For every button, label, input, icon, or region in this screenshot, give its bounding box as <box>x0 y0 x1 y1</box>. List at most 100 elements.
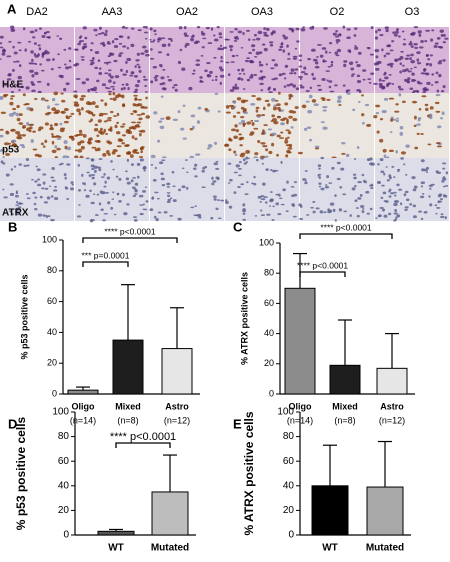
cell-nucleus <box>149 27 153 31</box>
cell-nucleus <box>154 191 159 194</box>
cell-nucleus <box>317 164 322 168</box>
cell-nucleus <box>445 171 449 175</box>
cell-nucleus <box>263 124 268 127</box>
cell-nucleus <box>404 190 409 194</box>
cell-nucleus <box>22 126 25 129</box>
cell-nucleus <box>11 143 17 147</box>
cell-nucleus <box>321 97 326 102</box>
y-tick-label: 20 <box>283 505 295 516</box>
cell-nucleus <box>60 92 64 95</box>
cell-nucleus <box>48 185 52 188</box>
cell-nucleus <box>389 176 392 180</box>
cell-nucleus <box>34 180 38 183</box>
cell-nucleus <box>356 88 361 92</box>
cell-nucleus <box>34 71 39 76</box>
cell-nucleus <box>78 111 82 116</box>
cell-nucleus <box>242 218 246 221</box>
cell-nucleus <box>130 43 135 48</box>
cell-nucleus <box>288 109 294 114</box>
cell-nucleus <box>116 145 122 148</box>
cell-nucleus <box>150 48 153 51</box>
panel-label: E <box>233 416 242 431</box>
cell-nucleus <box>411 72 415 76</box>
cell-nucleus <box>99 42 103 45</box>
cell-nucleus <box>11 213 14 216</box>
cell-nucleus <box>99 127 103 131</box>
cell-nucleus <box>435 142 441 145</box>
cell-nucleus <box>102 219 106 222</box>
cell-nucleus <box>153 29 157 33</box>
cell-nucleus <box>439 29 444 33</box>
cell-nucleus <box>51 97 56 102</box>
cell-nucleus <box>82 134 87 138</box>
cell-nucleus <box>399 131 404 136</box>
cell-nucleus <box>95 34 98 37</box>
cell-nucleus <box>54 103 60 106</box>
cell-nucleus <box>305 100 310 103</box>
y-tick-label: 40 <box>58 480 70 491</box>
cell-nucleus <box>435 212 438 215</box>
cell-nucleus <box>167 194 171 198</box>
cell-nucleus <box>49 127 55 131</box>
cell-nucleus <box>228 137 232 142</box>
cell-nucleus <box>212 195 217 198</box>
cell-nucleus <box>220 68 224 72</box>
cell-nucleus <box>238 122 242 125</box>
cell-nucleus <box>153 76 158 79</box>
cell-nucleus <box>282 49 286 53</box>
cell-nucleus <box>41 187 45 190</box>
cell-nucleus <box>50 218 55 222</box>
cell-nucleus <box>138 69 142 73</box>
cell-nucleus <box>140 52 145 55</box>
cell-nucleus <box>213 162 218 166</box>
cell-nucleus <box>15 84 20 87</box>
cell-nucleus <box>9 192 15 197</box>
cell-nucleus <box>281 72 286 75</box>
cell-nucleus <box>285 154 289 158</box>
cell-nucleus <box>434 81 439 84</box>
cell-nucleus <box>421 193 425 195</box>
cell-nucleus <box>219 81 222 86</box>
cell-nucleus <box>308 94 313 99</box>
cell-nucleus <box>34 196 38 199</box>
cell-nucleus <box>90 201 95 205</box>
cell-nucleus <box>85 194 90 198</box>
cell-nucleus <box>0 134 4 138</box>
cell-nucleus <box>108 79 112 83</box>
cell-nucleus <box>260 132 265 135</box>
cell-nucleus <box>440 117 443 120</box>
cell-nucleus <box>239 136 245 140</box>
cell-nucleus <box>59 37 63 40</box>
cell-nucleus <box>227 162 232 165</box>
cell-nucleus <box>346 89 351 92</box>
cell-nucleus <box>128 126 133 130</box>
cell-nucleus <box>334 84 338 87</box>
y-axis-label: % ATRX positive cells <box>239 272 249 365</box>
cell-nucleus <box>307 109 313 114</box>
n-label: (n=12) <box>379 415 405 425</box>
cell-nucleus <box>115 131 121 135</box>
cell-nucleus <box>335 30 338 33</box>
cell-nucleus <box>122 193 125 197</box>
cell-nucleus <box>248 51 252 55</box>
cell-nucleus <box>417 117 421 122</box>
cell-nucleus <box>238 174 242 177</box>
cell-nucleus <box>328 41 333 45</box>
cell-nucleus <box>245 29 251 32</box>
cell-nucleus <box>391 40 395 43</box>
cell-nucleus <box>261 162 265 165</box>
cell-nucleus <box>384 26 389 30</box>
cell-nucleus <box>444 37 449 40</box>
cell-nucleus <box>342 193 347 196</box>
y-axis-label: % p53 positive cells <box>19 274 29 359</box>
cell-nucleus <box>32 148 38 151</box>
cell-nucleus <box>85 78 90 81</box>
x-tick-label: Mutated <box>151 543 189 554</box>
cell-nucleus <box>96 134 100 137</box>
cell-nucleus <box>16 104 20 109</box>
cell-nucleus <box>178 26 183 30</box>
cell-nucleus <box>311 25 315 29</box>
cell-nucleus <box>261 43 266 46</box>
cell-nucleus <box>73 48 78 51</box>
cell-nucleus <box>276 103 281 107</box>
